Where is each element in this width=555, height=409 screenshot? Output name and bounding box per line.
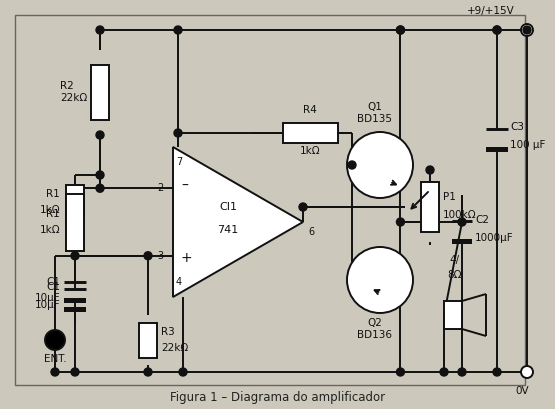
- Text: 10μF: 10μF: [34, 293, 60, 303]
- Bar: [66, 185, 84, 220]
- Text: 7: 7: [176, 157, 182, 167]
- Circle shape: [396, 218, 405, 226]
- Circle shape: [96, 184, 104, 192]
- Text: R1: R1: [46, 189, 60, 199]
- Bar: [421, 182, 439, 232]
- Circle shape: [458, 368, 466, 376]
- Text: 10μF: 10μF: [34, 300, 60, 310]
- Circle shape: [144, 252, 152, 260]
- Circle shape: [396, 368, 405, 376]
- Text: R1: R1: [46, 209, 60, 219]
- Circle shape: [493, 26, 501, 34]
- Bar: [64, 298, 86, 303]
- Text: C3: C3: [510, 122, 524, 132]
- Text: Q1: Q1: [367, 102, 382, 112]
- Bar: [486, 146, 508, 151]
- Bar: [139, 323, 157, 358]
- Text: BD136: BD136: [357, 330, 392, 340]
- Text: C1: C1: [46, 277, 60, 287]
- Bar: [64, 307, 86, 312]
- Text: 1000μF: 1000μF: [475, 233, 513, 243]
- Polygon shape: [173, 147, 303, 297]
- Bar: [452, 239, 472, 244]
- Circle shape: [493, 368, 501, 376]
- Circle shape: [396, 26, 405, 34]
- Circle shape: [523, 26, 531, 34]
- Bar: [283, 123, 338, 143]
- Text: 100 μF: 100 μF: [510, 140, 546, 150]
- Text: R2
22kΩ: R2 22kΩ: [60, 81, 87, 103]
- Text: C1: C1: [46, 282, 60, 292]
- Text: 1kΩ: 1kΩ: [39, 205, 60, 215]
- Circle shape: [426, 166, 434, 174]
- Text: +: +: [181, 251, 193, 265]
- Text: P1: P1: [443, 192, 456, 202]
- Text: R3: R3: [161, 327, 175, 337]
- Text: R4: R4: [303, 105, 317, 115]
- Circle shape: [179, 368, 187, 376]
- Text: 100kΩ: 100kΩ: [443, 210, 477, 220]
- Circle shape: [348, 161, 356, 169]
- Bar: [91, 65, 109, 120]
- Text: 2: 2: [157, 183, 163, 193]
- Text: 22kΩ: 22kΩ: [161, 343, 188, 353]
- Circle shape: [96, 171, 104, 179]
- Text: ENT.: ENT.: [44, 354, 66, 364]
- Circle shape: [521, 366, 533, 378]
- Text: +9/+15V: +9/+15V: [467, 6, 515, 16]
- Text: 4/: 4/: [449, 255, 459, 265]
- Circle shape: [493, 26, 501, 34]
- Circle shape: [458, 218, 466, 226]
- Text: 0V: 0V: [515, 386, 529, 396]
- Text: –: –: [181, 179, 188, 193]
- Circle shape: [71, 252, 79, 260]
- Text: 1kΩ: 1kΩ: [39, 225, 60, 235]
- Text: 4: 4: [176, 277, 182, 287]
- Circle shape: [396, 26, 405, 34]
- Text: Q2: Q2: [367, 318, 382, 328]
- Text: C2: C2: [475, 215, 489, 225]
- Circle shape: [174, 129, 182, 137]
- Text: BD135: BD135: [357, 114, 392, 124]
- Text: CI1: CI1: [219, 202, 237, 212]
- Circle shape: [45, 330, 65, 350]
- Circle shape: [299, 203, 307, 211]
- Circle shape: [521, 24, 533, 36]
- Circle shape: [96, 131, 104, 139]
- Circle shape: [347, 132, 413, 198]
- Bar: [66, 194, 84, 251]
- Circle shape: [347, 247, 413, 313]
- Text: 741: 741: [218, 225, 239, 235]
- Circle shape: [51, 368, 59, 376]
- Circle shape: [440, 368, 448, 376]
- Text: 3: 3: [157, 251, 163, 261]
- Text: Figura 1 – Diagrama do amplificador: Figura 1 – Diagrama do amplificador: [170, 391, 385, 404]
- Text: 8Ω: 8Ω: [447, 270, 461, 280]
- Circle shape: [96, 26, 104, 34]
- Bar: [444, 301, 462, 329]
- Text: 6: 6: [308, 227, 314, 237]
- Text: 1kΩ: 1kΩ: [300, 146, 320, 156]
- Circle shape: [174, 26, 182, 34]
- Circle shape: [144, 368, 152, 376]
- Circle shape: [71, 368, 79, 376]
